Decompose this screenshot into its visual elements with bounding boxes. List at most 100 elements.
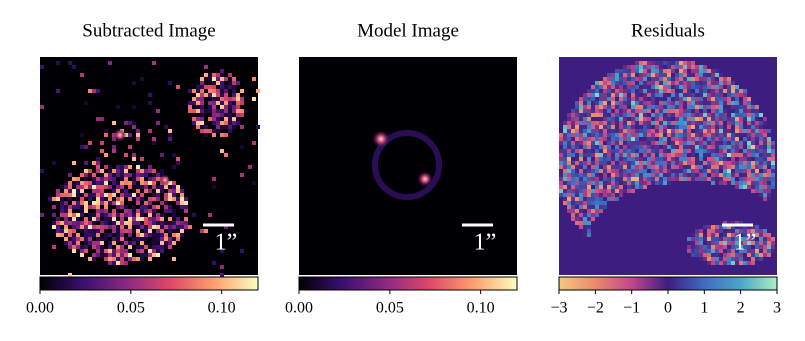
image-pixel — [112, 149, 116, 153]
image-pixel — [735, 261, 739, 265]
image-pixel — [651, 101, 655, 105]
image-pixel — [675, 77, 679, 81]
image-pixel — [727, 233, 731, 237]
image-pixel — [683, 101, 687, 105]
image-pixel — [651, 169, 655, 173]
image-pixel — [563, 181, 567, 185]
image-pixel — [252, 97, 256, 101]
image-pixel — [164, 245, 168, 249]
image-pixel — [615, 109, 619, 113]
image-background — [299, 57, 517, 275]
image-pixel — [56, 225, 60, 229]
image-pixel — [124, 221, 128, 225]
image-pixel — [579, 101, 583, 105]
image-pixel — [643, 185, 647, 189]
image-pixel — [755, 117, 759, 121]
image-pixel — [651, 93, 655, 97]
image-pixel — [707, 89, 711, 93]
image-pixel — [671, 129, 675, 133]
image-pixel — [739, 153, 743, 157]
image-pixel — [200, 105, 204, 109]
image-pixel — [68, 233, 72, 237]
image-pixel — [184, 225, 188, 229]
image-pixel — [124, 177, 128, 181]
image-pixel — [699, 165, 703, 169]
image-pixel — [623, 89, 627, 93]
image-pixel — [647, 93, 651, 97]
image-pixel — [120, 217, 124, 221]
image-pixel — [92, 229, 96, 233]
image-pixel — [631, 117, 635, 121]
image-pixel — [739, 177, 743, 181]
image-pixel — [699, 73, 703, 77]
image-pixel — [759, 169, 763, 173]
image-pixel — [675, 141, 679, 145]
image-pixel — [76, 225, 80, 229]
image-pixel — [124, 193, 128, 197]
image-pixel — [567, 137, 571, 141]
image-pixel — [72, 249, 76, 253]
image-pixel — [699, 141, 703, 145]
image-pixel — [216, 81, 220, 85]
image-pixel — [759, 145, 763, 149]
image-pixel — [615, 185, 619, 189]
image-pixel — [639, 73, 643, 77]
image-pixel — [180, 229, 184, 233]
image-pixel — [671, 149, 675, 153]
image-pixel — [735, 121, 739, 125]
image-pixel — [196, 105, 200, 109]
image-pixel — [144, 205, 148, 209]
image-pixel — [647, 105, 651, 109]
image-pixel — [743, 137, 747, 141]
image-pixel — [735, 161, 739, 165]
image-pixel — [200, 97, 204, 101]
image-pixel — [739, 229, 743, 233]
image-pixel — [587, 101, 591, 105]
image-pixel — [56, 61, 60, 65]
image-pixel — [607, 165, 611, 169]
image-pixel — [667, 141, 671, 145]
image-pixel — [595, 189, 599, 193]
image-pixel — [100, 209, 104, 213]
image-pixel — [160, 189, 164, 193]
image-pixel — [148, 245, 152, 249]
image-pixel — [56, 221, 60, 225]
image-pixel — [655, 65, 659, 69]
image-pixel — [619, 117, 623, 121]
image-pixel — [108, 257, 112, 261]
image-pixel — [695, 141, 699, 145]
image-pixel — [711, 85, 715, 89]
image-pixel — [751, 113, 755, 117]
image-pixel — [683, 89, 687, 93]
image-pixel — [631, 165, 635, 169]
image-pixel — [136, 217, 140, 221]
image-pixel — [100, 177, 104, 181]
image-pixel — [180, 197, 184, 201]
image-pixel — [715, 141, 719, 145]
image-pixel — [92, 89, 96, 93]
image-pixel — [587, 197, 591, 201]
image-pixel — [160, 217, 164, 221]
image-pixel — [619, 133, 623, 137]
image-pixel — [587, 89, 591, 93]
image-pixel — [92, 189, 96, 193]
image-pixel — [679, 169, 683, 173]
image-pixel — [563, 153, 567, 157]
image-pixel — [615, 85, 619, 89]
image-pixel — [575, 217, 579, 221]
image-pixel — [743, 141, 747, 145]
image-pixel — [763, 177, 767, 181]
image-pixel — [144, 237, 148, 241]
image-pixel — [192, 97, 196, 101]
image-pixel — [647, 85, 651, 89]
image-pixel — [643, 85, 647, 89]
image-pixel — [759, 157, 763, 161]
image-pixel — [579, 165, 583, 169]
image-pixel — [699, 173, 703, 177]
image-pixel — [591, 89, 595, 93]
image-pixel — [747, 137, 751, 141]
image-pixel — [635, 93, 639, 97]
image-pixel — [727, 125, 731, 129]
image-pixel — [699, 93, 703, 97]
image-pixel — [627, 129, 631, 133]
